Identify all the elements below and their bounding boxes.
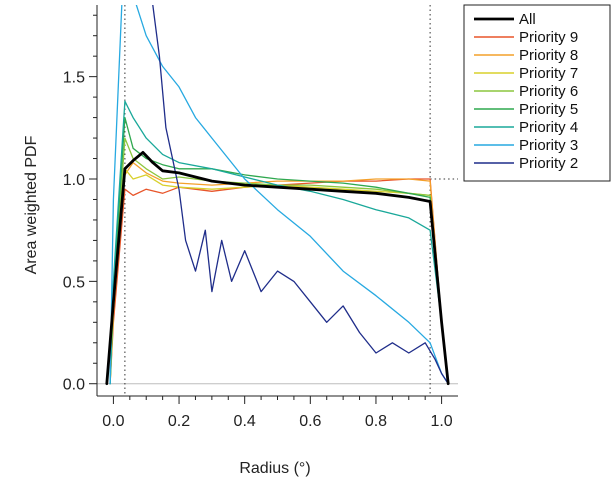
y-tick-label: 1.5 xyxy=(63,70,85,87)
legend-label: Priority 8 xyxy=(519,47,578,64)
legend-label: Priority 6 xyxy=(519,83,578,100)
y-tick-label: 0.0 xyxy=(63,377,85,394)
x-tick-label: 1.0 xyxy=(430,413,452,430)
y-tick-label: 1.0 xyxy=(63,172,85,189)
x-tick-label: 0.4 xyxy=(234,413,256,430)
legend-label: Priority 5 xyxy=(519,101,578,118)
legend-label: Priority 4 xyxy=(519,119,578,136)
legend-label: Priority 9 xyxy=(519,29,578,46)
legend-label: Priority 7 xyxy=(519,65,578,82)
legend-label: Priority 3 xyxy=(519,137,578,154)
legend-label: All xyxy=(519,11,536,28)
legend-label: Priority 2 xyxy=(519,155,578,172)
x-tick-label: 0.6 xyxy=(299,413,321,430)
x-tick-label: 0.8 xyxy=(365,413,387,430)
y-tick-label: 0.5 xyxy=(63,274,85,291)
y-axis-title: Area weighted PDF xyxy=(23,135,40,274)
x-axis-title: Radius (°) xyxy=(239,460,310,477)
x-tick-label: 0.2 xyxy=(168,413,190,430)
x-tick-label: 0.0 xyxy=(102,413,124,430)
